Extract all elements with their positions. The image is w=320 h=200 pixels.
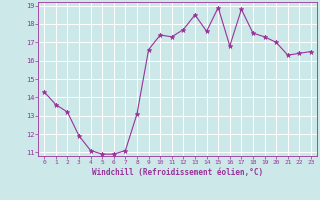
X-axis label: Windchill (Refroidissement éolien,°C): Windchill (Refroidissement éolien,°C) [92,168,263,177]
